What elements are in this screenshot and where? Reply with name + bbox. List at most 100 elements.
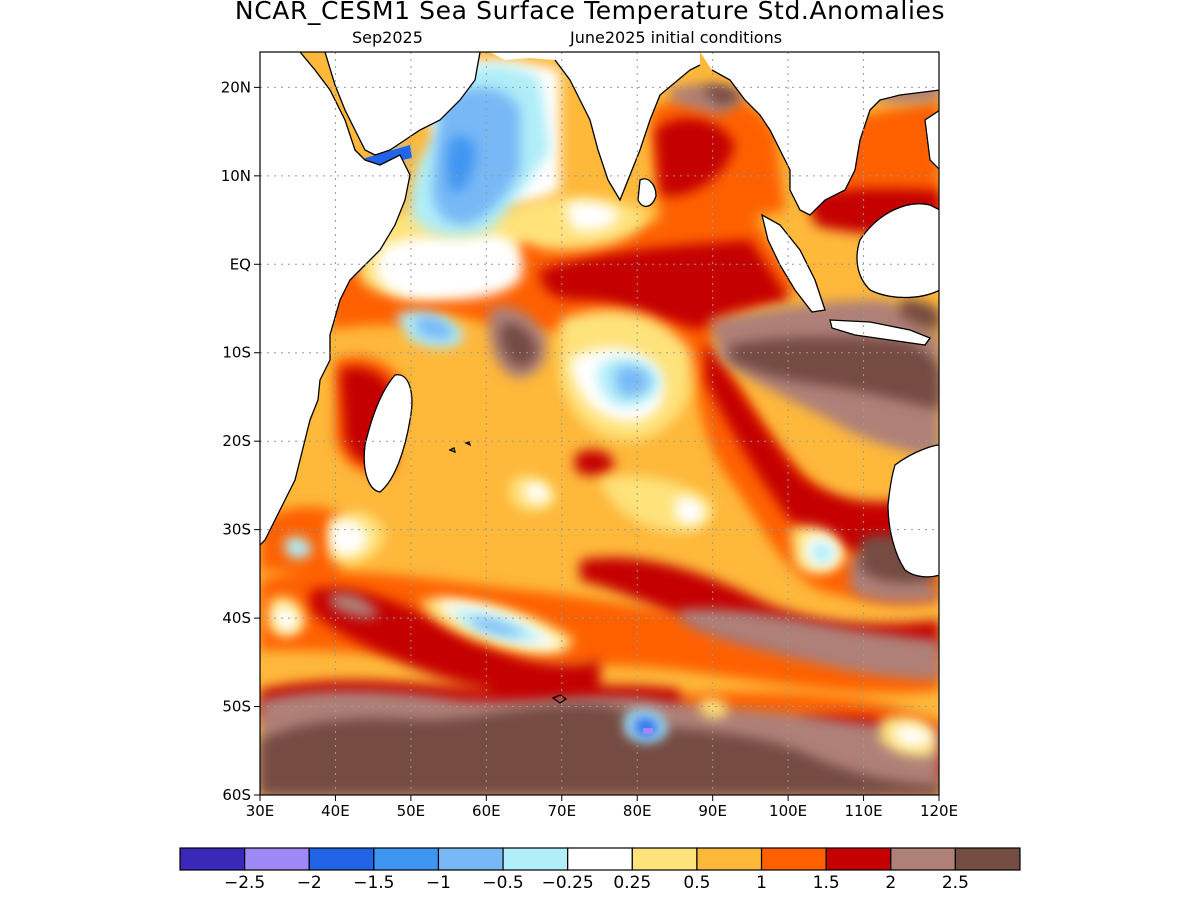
map-frame <box>259 51 940 796</box>
land-sumatra <box>762 215 825 312</box>
anomaly-red-east <box>705 340 900 554</box>
anomaly-lightblue-central <box>615 366 650 397</box>
anomaly-darkbrown-east <box>730 336 939 410</box>
colorbar-swatch <box>244 847 310 871</box>
anomaly-lightblue-west-central <box>415 316 455 340</box>
y-tick-label: 50S <box>222 698 251 716</box>
colorbar-label: 1.5 <box>813 873 840 893</box>
colorbar-label: −0.5 <box>482 873 523 893</box>
x-tick-label: 70E <box>547 802 576 820</box>
colorbar-swatch <box>954 847 1021 871</box>
x-tick-label: 120E <box>920 802 958 820</box>
coast-madagascar <box>363 374 413 493</box>
anomaly-white-arabian-sea <box>375 234 523 300</box>
anomaly-darkbrown-burma <box>700 85 742 106</box>
x-tick-label: 30E <box>246 802 275 820</box>
forecast-month: Sep2025 <box>352 28 423 47</box>
coast-arabia <box>324 52 481 156</box>
anomaly-darkbrown-central <box>500 322 537 367</box>
coast-india <box>554 59 701 202</box>
coast-mascarene <box>448 441 472 454</box>
coast-philippines <box>924 109 939 170</box>
anomaly-white-far-southwest <box>275 606 299 632</box>
anomaly-purple-far-south-center <box>643 728 653 734</box>
anomaly-white-far-southeast <box>895 725 932 747</box>
anomaly-lightblue-south-streak <box>470 618 525 636</box>
colorbar-label: −2 <box>297 873 322 893</box>
colorbar-swatch <box>437 847 504 871</box>
land-india <box>490 52 700 200</box>
anomaly-red-center-south <box>575 449 615 476</box>
x-tick-label: 40E <box>321 802 350 820</box>
x-tick-label: 60E <box>472 802 501 820</box>
land-australia <box>888 445 939 577</box>
land-arabia <box>325 52 480 155</box>
y-tick-label: 30S <box>222 521 251 539</box>
y-tick-label: 10N <box>221 167 251 185</box>
colorbar-label: 0.25 <box>613 873 651 893</box>
land <box>260 52 939 577</box>
anomaly-yellow-south-east-center <box>700 698 728 719</box>
anomaly-white-west <box>330 520 368 556</box>
colorbar-swatch <box>825 847 892 871</box>
y-tick-label: 60S <box>222 786 251 804</box>
colorbar-label: −2.5 <box>224 873 265 893</box>
land-indochina <box>700 52 939 215</box>
anomaly-blue-arabian-core <box>446 135 476 193</box>
colorbar-swatch <box>890 847 956 871</box>
gridlines <box>260 52 939 795</box>
coast-indochina <box>711 69 939 216</box>
anomaly-red-equatorial <box>540 240 790 330</box>
anomaly-white-center-east <box>675 496 705 525</box>
anomaly-red-south-west <box>310 588 600 694</box>
anomaly-blue-red-sea-strip <box>365 145 412 167</box>
anomaly-white-center-south <box>525 482 550 504</box>
anomaly-cyan-west <box>285 536 312 559</box>
y-tick-label: 10S <box>222 344 251 362</box>
colorbar-label: −0.25 <box>542 873 594 893</box>
colorbar-label: 2.5 <box>942 873 969 893</box>
anomaly-brown-southwest-patch <box>330 592 380 618</box>
anomaly-darkbrown-sunda <box>900 299 939 330</box>
initial-conditions-label: June2025 initial conditions <box>570 28 783 47</box>
colorbar-label: −1 <box>426 873 451 893</box>
anomaly-white-equator <box>565 201 620 232</box>
coastlines <box>260 52 939 704</box>
coast-africa-east <box>260 52 411 546</box>
y-tick-label: 20N <box>221 78 251 96</box>
colorbar-swatch <box>308 847 375 871</box>
anomaly-field <box>260 52 939 795</box>
y-axis-ticks: 20N 10N EQ 10S 20S 30S 40S 50S 60S <box>221 78 260 804</box>
coast-java <box>829 319 932 346</box>
colorbar-swatch <box>631 847 698 871</box>
land-borneo <box>857 203 939 298</box>
land-java <box>830 320 930 345</box>
colorbar-swatch <box>502 847 569 871</box>
x-tick-label: 100E <box>769 802 807 820</box>
coast-australia <box>887 444 939 578</box>
anomaly-cyan-southeast <box>812 542 834 564</box>
x-tick-label: 90E <box>698 802 727 820</box>
coast-kerguelen <box>551 694 568 704</box>
colorbar-swatch <box>696 847 763 871</box>
colorbar-label: −1.5 <box>353 873 394 893</box>
colorbar: −2.5 −2 −1.5 −1 −0.5 −0.25 0.25 0.5 1 1.5 2 2.5 <box>179 847 1021 893</box>
colorbar-swatch <box>373 847 440 871</box>
y-tick-label: 40S <box>222 609 251 627</box>
colorbar-label: 1 <box>756 873 767 893</box>
anomaly-brown-south-east-band <box>680 609 939 680</box>
land-sri-lanka <box>638 178 656 207</box>
coast-borneo <box>856 203 939 299</box>
colorbar-label: 0.5 <box>683 873 710 893</box>
x-axis-ticks: 30E 40E 50E 60E 70E 80E 90E 100E 110E 120E <box>246 795 958 820</box>
colorbar-swatch <box>760 847 827 871</box>
coast-sumatra <box>761 213 826 313</box>
x-tick-label: 50E <box>397 802 426 820</box>
colorbar-swatch <box>567 847 633 871</box>
y-tick-label: 20S <box>222 432 251 450</box>
land-madagascar <box>364 374 412 492</box>
map-title: NCAR_CESM1 Sea Surface Temperature Std.A… <box>234 0 946 25</box>
colorbar-swatch <box>179 847 246 871</box>
anomaly-darkbrown-south <box>260 704 939 795</box>
